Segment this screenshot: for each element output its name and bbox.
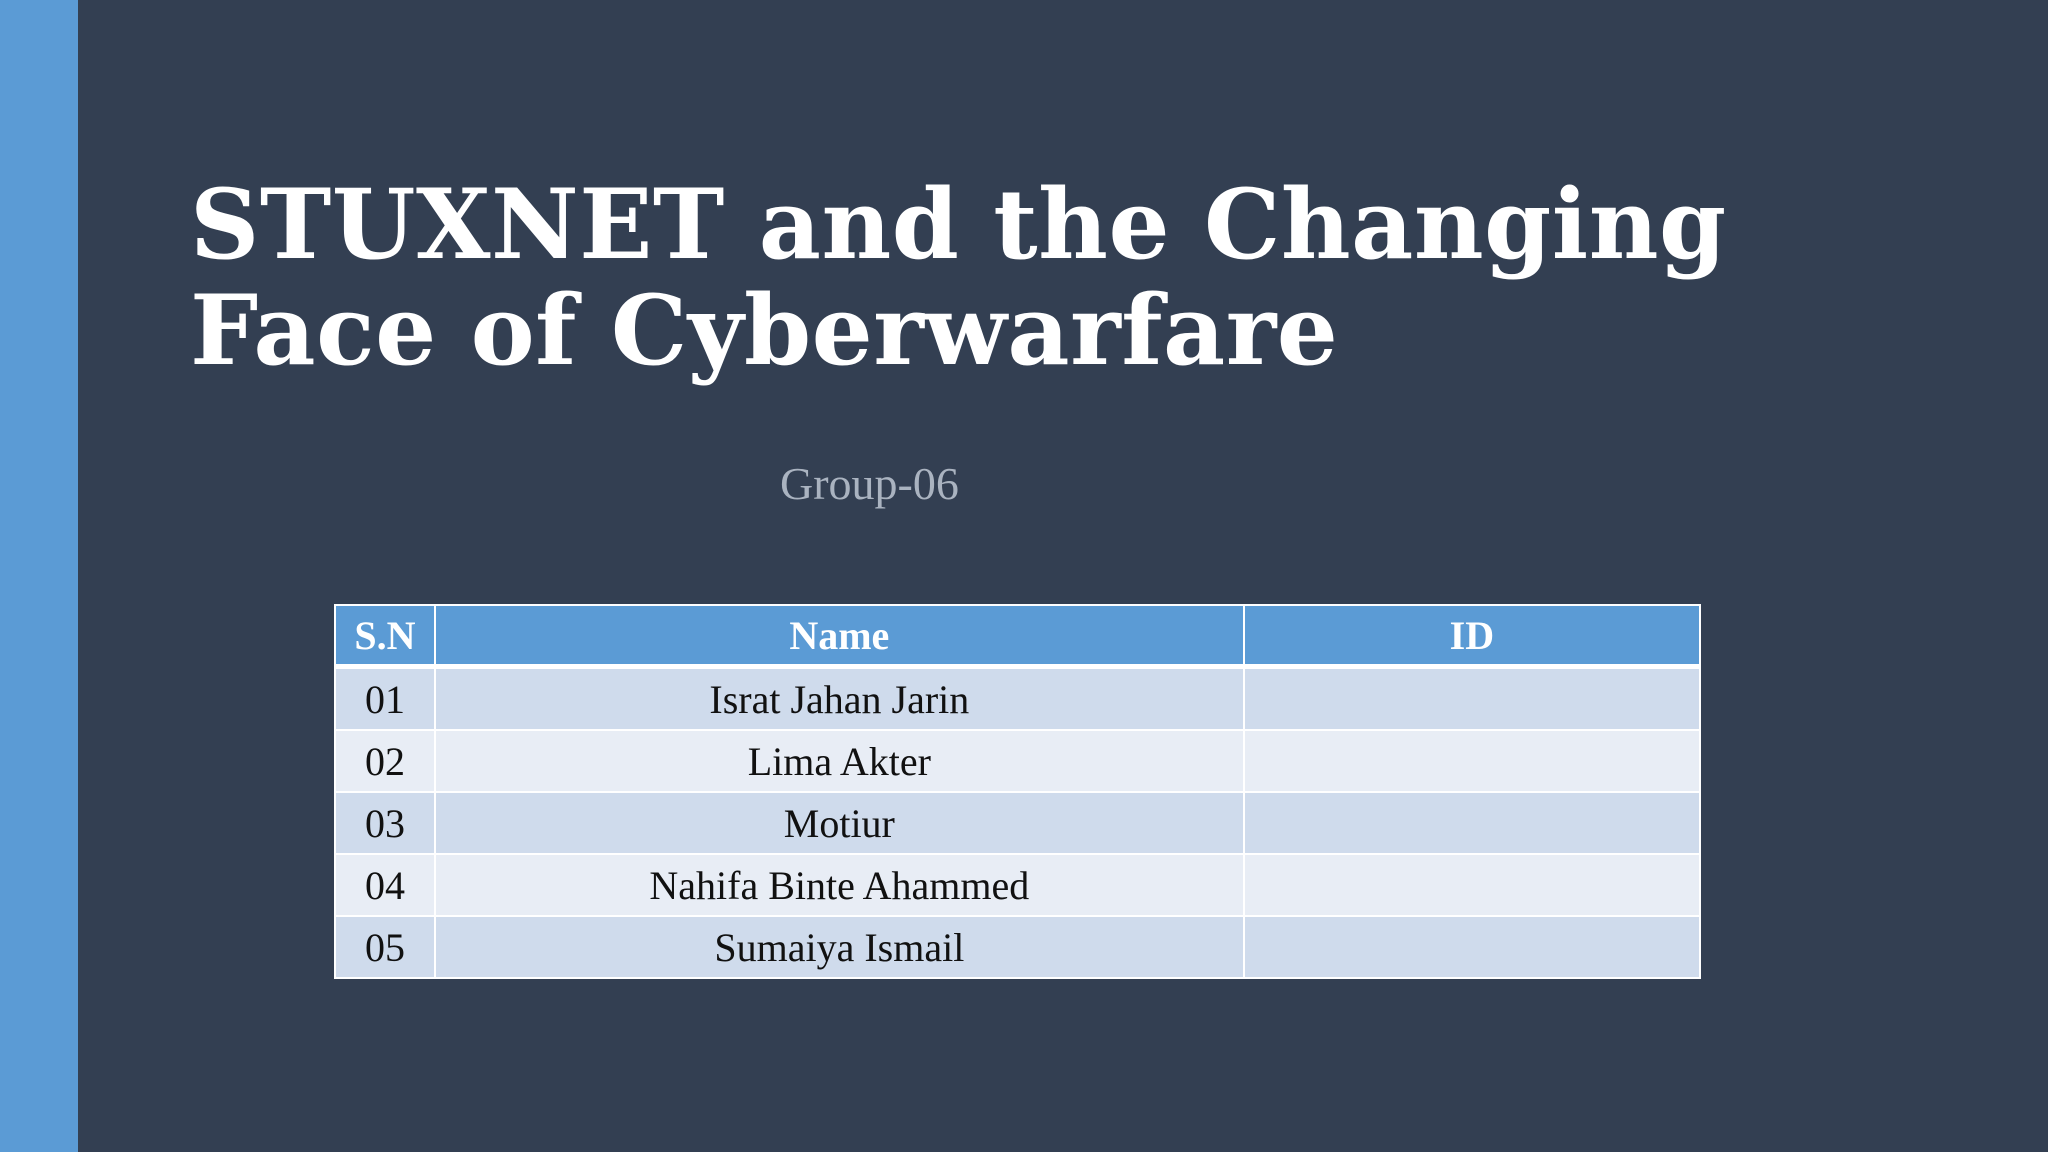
cell-id xyxy=(1242,853,1702,917)
members-table: S.N Name ID 01 Israt Jahan Jarin 02 Lima… xyxy=(334,604,1702,979)
slide-title: STUXNET and the Changing Face of Cyberwa… xyxy=(190,172,1790,384)
cell-name: Israt Jahan Jarin xyxy=(433,665,1245,731)
cell-id xyxy=(1242,729,1702,793)
table-header: S.N Name ID xyxy=(334,604,1702,669)
header-id: ID xyxy=(1242,604,1702,669)
cell-name: Nahifa Binte Ahammed xyxy=(433,853,1245,917)
cell-sn: 03 xyxy=(334,791,436,855)
table-row: 03 Motiur xyxy=(334,791,1702,855)
cell-sn: 04 xyxy=(334,853,436,917)
table-row: 05 Sumaiya Ismail xyxy=(334,915,1702,979)
slide-title-line-2: Face of Cyberwarfare xyxy=(190,274,1339,387)
cell-id xyxy=(1242,665,1702,731)
slide-title-line-1: STUXNET and the Changing xyxy=(190,168,1727,281)
cell-id xyxy=(1242,791,1702,855)
header-name: Name xyxy=(433,604,1245,669)
table-header-row: S.N Name ID xyxy=(334,604,1702,669)
cell-sn: 02 xyxy=(334,729,436,793)
cell-name: Sumaiya Ismail xyxy=(433,915,1245,979)
slide-subtitle: Group-06 xyxy=(780,458,959,509)
table-row: 04 Nahifa Binte Ahammed xyxy=(334,853,1702,917)
table-body: 01 Israt Jahan Jarin 02 Lima Akter 03 Mo… xyxy=(334,665,1702,979)
table-row: 02 Lima Akter xyxy=(334,729,1702,793)
cell-name: Lima Akter xyxy=(433,729,1245,793)
accent-bar xyxy=(0,0,78,1152)
cell-sn: 01 xyxy=(334,665,436,731)
cell-id xyxy=(1242,915,1702,979)
cell-name: Motiur xyxy=(433,791,1245,855)
table-row: 01 Israt Jahan Jarin xyxy=(334,665,1702,731)
cell-sn: 05 xyxy=(334,915,436,979)
header-sn: S.N xyxy=(334,604,436,669)
